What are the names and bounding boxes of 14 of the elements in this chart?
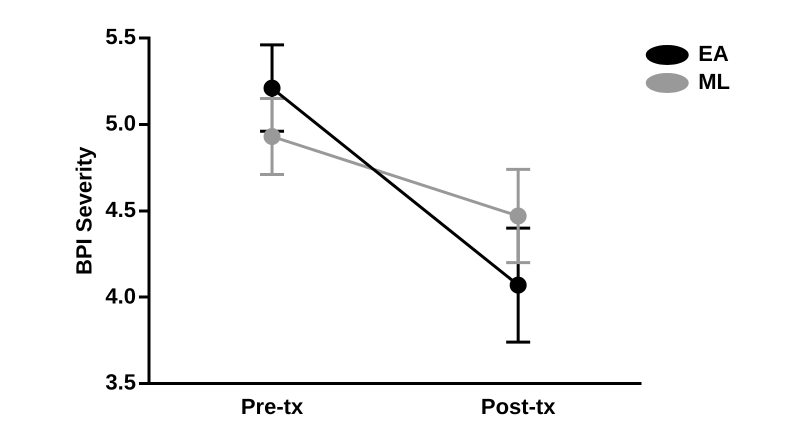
point [264, 80, 281, 97]
y-tick-label: 4.0 [105, 283, 136, 308]
x-tick-label: Pre-tx [240, 394, 304, 419]
y-tick-label: 3.5 [105, 370, 136, 395]
legend-label: ML [698, 69, 730, 94]
y-tick-label: 4.5 [105, 196, 136, 222]
x-tick-label: Post-tx [480, 394, 556, 419]
y-axis-title: BPI Severity [71, 146, 96, 276]
legend-label: EA [698, 41, 729, 66]
point [264, 128, 281, 145]
point [510, 207, 527, 224]
y-tick-label: 5.5 [105, 24, 136, 50]
y-tick-label: 5.0 [105, 110, 136, 136]
point [510, 276, 527, 294]
